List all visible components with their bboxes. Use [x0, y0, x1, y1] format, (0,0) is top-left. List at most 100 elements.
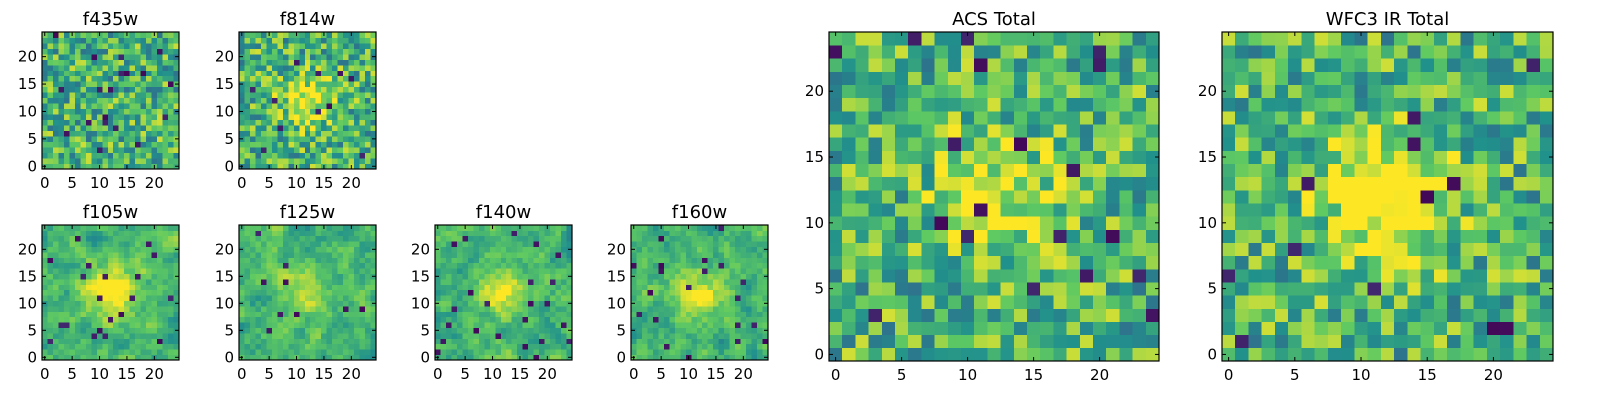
heatmap-cell [435, 306, 441, 312]
heatmap-cell [343, 225, 349, 231]
heatmap-cell [757, 311, 763, 318]
heatmap-cell [91, 37, 98, 44]
heatmap-cell [1380, 242, 1395, 257]
heatmap-cell [315, 295, 322, 301]
heatmap-cell [140, 42, 147, 49]
heatmap-cell [724, 279, 731, 285]
heatmap-cell [332, 311, 339, 318]
heatmap-cell [91, 59, 98, 66]
heatmap-cell [162, 284, 169, 291]
heatmap-cell [326, 279, 333, 285]
heatmap-cell [506, 322, 513, 328]
heatmap-cell [1000, 282, 1015, 296]
heatmap-cell [669, 235, 676, 242]
heatmap-cell [522, 246, 529, 253]
heatmap-cell [332, 295, 339, 301]
heatmap-cell [987, 347, 1001, 362]
heatmap-cell [855, 216, 869, 230]
heatmap-cell [365, 327, 371, 334]
heatmap-cell [359, 125, 366, 132]
heatmap-cell [74, 262, 81, 269]
heatmap-cell [173, 284, 180, 291]
heatmap-cell [1261, 268, 1276, 283]
heatmap-cell [249, 327, 256, 334]
heatmap-cell [829, 71, 843, 86]
heatmap-cell [829, 229, 843, 243]
heatmap-cell [343, 300, 349, 307]
heatmap-cell [539, 343, 545, 350]
heatmap-cell [691, 349, 698, 355]
heatmap-cell [107, 114, 114, 121]
y-tick-label: 20 [607, 240, 626, 258]
heatmap-cell [1367, 229, 1382, 243]
heatmap-cell [462, 257, 469, 264]
heatmap-cell [326, 289, 333, 296]
heatmap-cell [500, 316, 507, 323]
heatmap-cell [113, 295, 120, 301]
heatmap-cell [42, 97, 48, 104]
heatmap-cell [354, 246, 360, 253]
heatmap-cell [729, 257, 736, 264]
heatmap-cell [129, 273, 136, 280]
heatmap-cell [63, 316, 70, 323]
heatmap-cell [1513, 203, 1527, 217]
heatmap-cell [91, 311, 98, 318]
heatmap-cell [506, 316, 513, 323]
heatmap-cell [451, 257, 458, 264]
heatmap-cell [146, 354, 152, 361]
heatmap-cell [1473, 268, 1488, 283]
heatmap-cell [102, 152, 109, 159]
heatmap-cell [522, 289, 529, 296]
heatmap-cell [713, 322, 720, 328]
heatmap-cell [652, 257, 659, 264]
heatmap-cell [348, 103, 355, 110]
heatmap-cell [1288, 216, 1302, 230]
heatmap-cell [517, 295, 524, 301]
heatmap-cell [332, 338, 339, 345]
heatmap-cell [561, 252, 567, 258]
heatmap-cell [58, 53, 65, 60]
heatmap-cell [129, 86, 136, 93]
heatmap-cell [1013, 282, 1028, 296]
heatmap-cell [511, 333, 518, 339]
heatmap-cell [102, 108, 109, 115]
heatmap-cell [718, 295, 725, 301]
heatmap-cell [337, 75, 344, 82]
panel-title-wfc3-ir-total: WFC3 IR Total [1326, 9, 1449, 30]
heatmap-cell [91, 343, 98, 350]
heatmap-cell [266, 273, 273, 280]
heatmap-cell [762, 338, 769, 345]
heatmap-cell [724, 306, 731, 312]
heatmap-cell [757, 273, 763, 280]
heatmap-cell [1040, 255, 1054, 270]
heatmap-cell [987, 176, 1001, 191]
heatmap-cell [299, 152, 306, 159]
heatmap-cell [146, 70, 152, 77]
heatmap-cell [1513, 321, 1527, 336]
heatmap-cell [293, 279, 300, 285]
heatmap-cell [80, 354, 87, 361]
heatmap-cell [762, 268, 769, 274]
heatmap-cell [277, 81, 284, 88]
heatmap-cell [669, 262, 676, 269]
heatmap-cell [332, 75, 339, 82]
heatmap-cell [288, 316, 295, 323]
heatmap-cell [757, 284, 763, 291]
heatmap-cell [113, 125, 120, 132]
heatmap-cell [751, 262, 758, 269]
heatmap-cell [674, 322, 681, 328]
heatmap-cell [1079, 255, 1094, 270]
heatmap-cell [52, 114, 59, 121]
heatmap-cell [271, 141, 278, 148]
heatmap-cell [249, 70, 256, 77]
heatmap-cell [669, 343, 676, 350]
heatmap-cell [495, 289, 502, 296]
heatmap-cell [445, 311, 452, 318]
heatmap-cell [255, 70, 262, 77]
heatmap-cell [249, 97, 256, 104]
heatmap-cell [539, 300, 545, 307]
heatmap-cell [162, 306, 169, 312]
heatmap-cell [107, 152, 114, 159]
heatmap-cell [533, 235, 540, 242]
heatmap-cell [1380, 189, 1395, 204]
